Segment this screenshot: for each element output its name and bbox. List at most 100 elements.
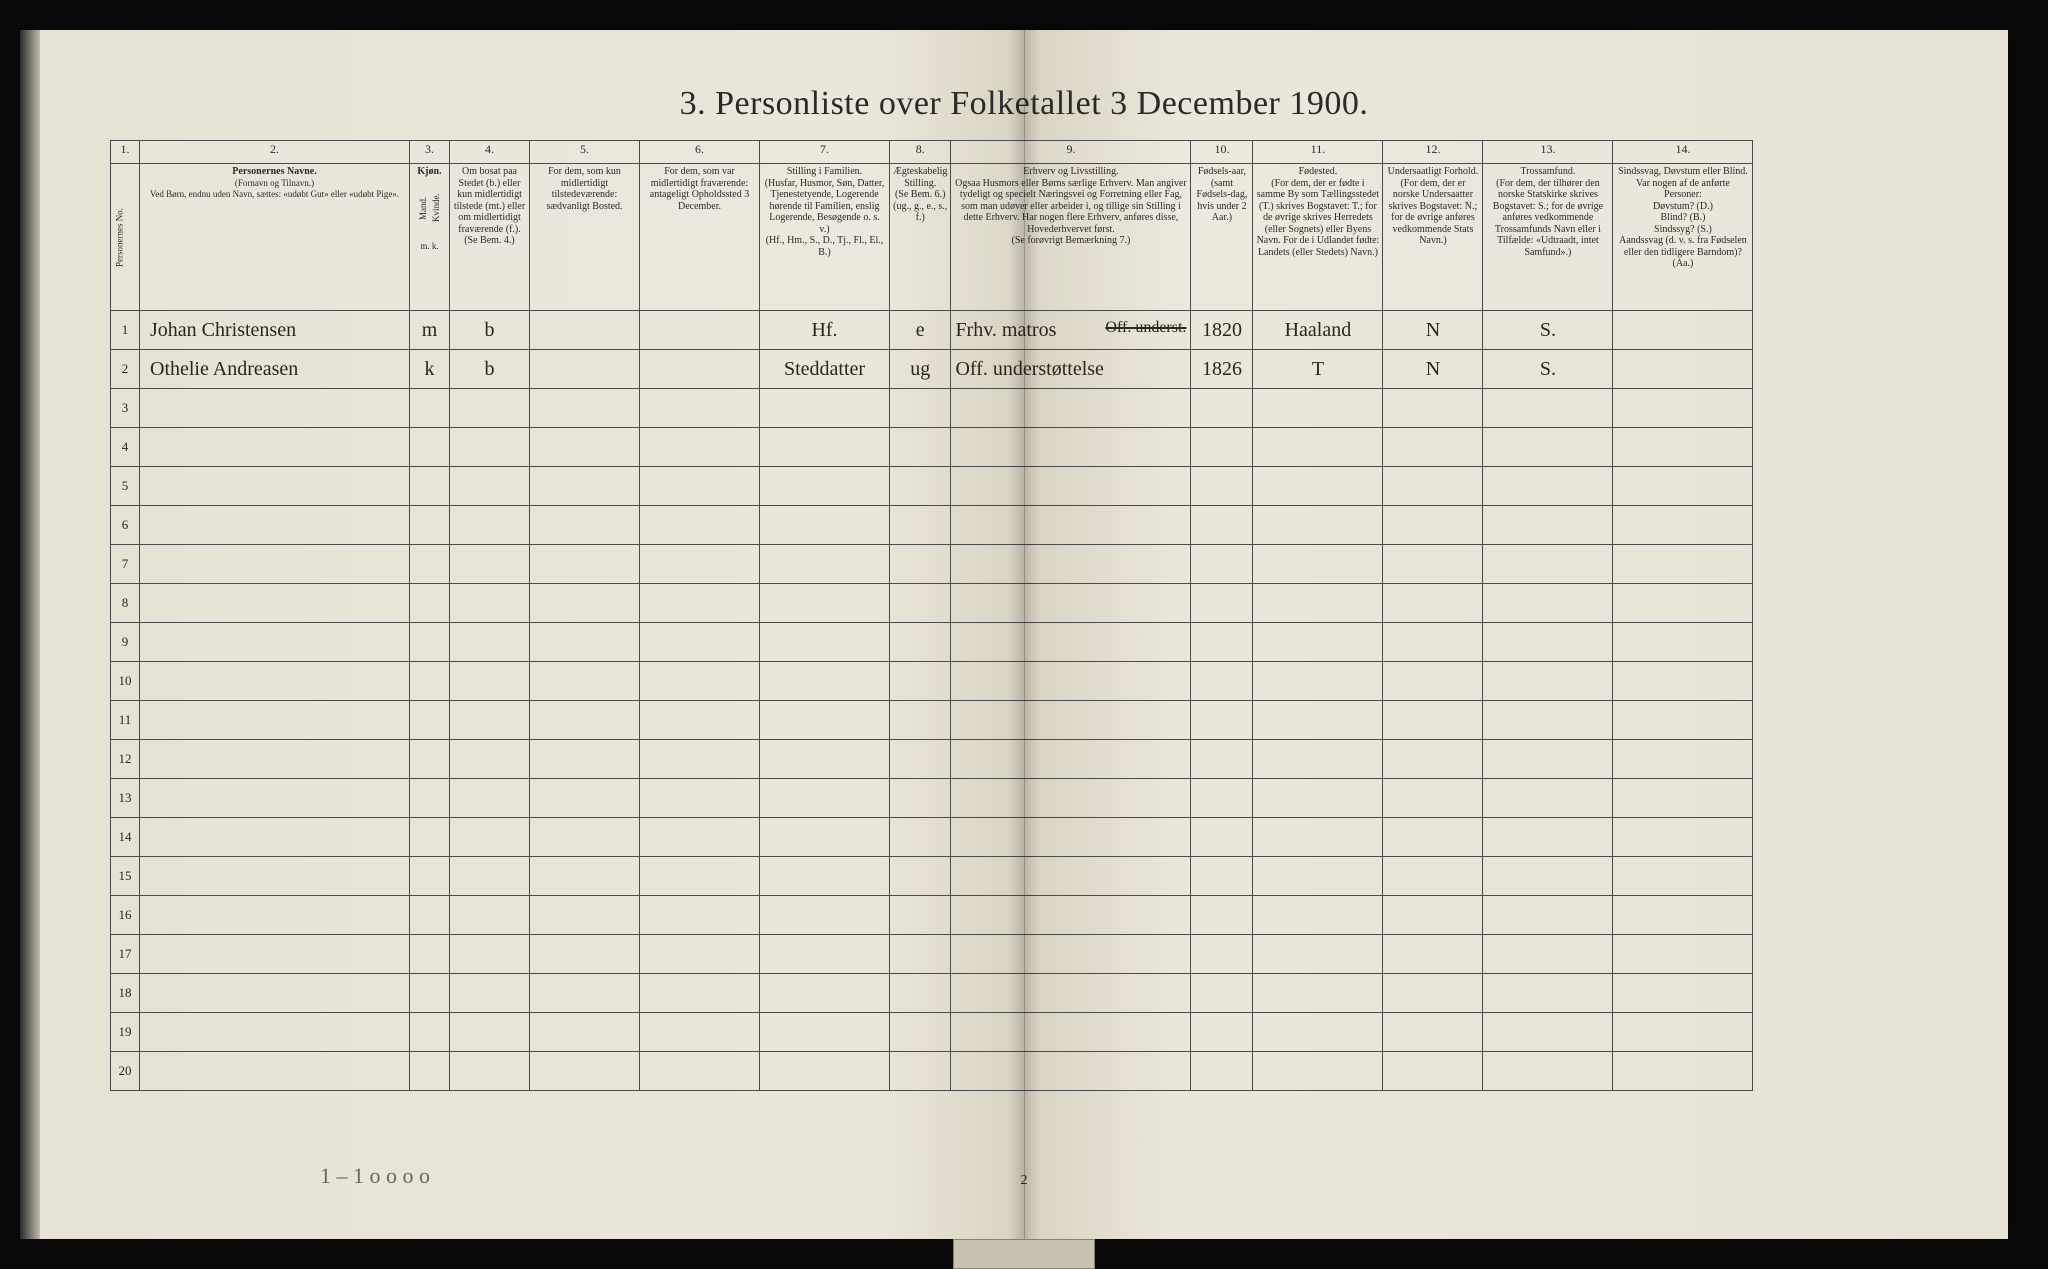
row-num: 1 — [111, 311, 140, 350]
cell-empty — [1383, 740, 1483, 779]
cell-empty — [951, 935, 1191, 974]
cell-empty — [640, 701, 760, 740]
cell-empty — [1191, 779, 1253, 818]
cell-empty — [1191, 974, 1253, 1013]
cell-empty — [410, 701, 450, 740]
cell-empty — [1613, 428, 1753, 467]
cell-empty — [1191, 1052, 1253, 1091]
cell-empty — [951, 623, 1191, 662]
cell-empty — [530, 974, 640, 1013]
cell-empty — [140, 740, 410, 779]
hdr-names-main: Personernes Navne. — [232, 166, 316, 177]
col-num-4: 4. — [450, 141, 530, 164]
cell-empty — [951, 740, 1191, 779]
cell-temp — [530, 350, 640, 389]
cell-empty — [410, 779, 450, 818]
cell-empty — [1253, 1052, 1383, 1091]
cell-empty — [640, 662, 760, 701]
cell-empty — [410, 623, 450, 662]
col-num-8: 8. — [890, 141, 951, 164]
cell-empty — [640, 818, 760, 857]
table-body: 1 Johan Christensen m b Hf. e Off. under… — [111, 311, 1753, 1091]
col-num-6: 6. — [640, 141, 760, 164]
cell-nationality: N — [1383, 311, 1483, 350]
cell-absent — [640, 311, 760, 350]
hdr-sex-m: Mand. — [418, 178, 428, 238]
row-num: 17 — [111, 935, 140, 974]
cell-empty — [1483, 974, 1613, 1013]
cell-empty — [450, 506, 530, 545]
cell-marital: e — [890, 311, 951, 350]
cell-empty — [410, 935, 450, 974]
cell-place: Haaland — [1253, 311, 1383, 350]
cell-empty — [410, 1013, 450, 1052]
row-num: 8 — [111, 584, 140, 623]
row-num: 14 — [111, 818, 140, 857]
cell-empty — [1383, 623, 1483, 662]
cell-empty — [760, 896, 890, 935]
cell-empty — [450, 545, 530, 584]
table-row: 20 — [111, 1052, 1753, 1091]
cell-empty — [530, 623, 640, 662]
cell-family: Hf. — [760, 311, 890, 350]
cell-empty — [140, 818, 410, 857]
row-num: 7 — [111, 545, 140, 584]
cell-empty — [1613, 701, 1753, 740]
cell-residence: b — [450, 311, 530, 350]
cell-place: T — [1253, 350, 1383, 389]
cell-empty — [1253, 428, 1383, 467]
col-num-11: 11. — [1253, 141, 1383, 164]
cell-empty — [640, 506, 760, 545]
cell-empty — [450, 467, 530, 506]
cell-empty — [410, 857, 450, 896]
table-row: 18 — [111, 974, 1753, 1013]
cell-empty — [640, 623, 760, 662]
cell-empty — [1191, 389, 1253, 428]
cell-empty — [760, 662, 890, 701]
hdr-marital: Ægteskabelig Stilling. (Se Bem. 6.) (ug.… — [890, 164, 951, 311]
col-num-13: 13. — [1483, 141, 1613, 164]
page-title: 3. Personliste over Folketallet 3 Decemb… — [40, 85, 2008, 123]
cell-empty — [760, 584, 890, 623]
cell-empty — [1613, 818, 1753, 857]
cell-empty — [1383, 857, 1483, 896]
cell-empty — [1191, 623, 1253, 662]
census-table: 1. 2. 3. 4. 5. 6. 7. 8. 9. 10. 11. 12. 1… — [110, 140, 1753, 1091]
cell-empty — [890, 428, 951, 467]
row-num: 2 — [111, 350, 140, 389]
row-num: 12 — [111, 740, 140, 779]
col-num-9: 9. — [951, 141, 1191, 164]
table-row: 19 — [111, 1013, 1753, 1052]
cell-empty — [890, 740, 951, 779]
cell-empty — [1483, 584, 1613, 623]
cell-empty — [890, 389, 951, 428]
cell-empty — [1253, 506, 1383, 545]
table-row: 15 — [111, 857, 1753, 896]
row-num: 3 — [111, 389, 140, 428]
cell-empty — [1191, 857, 1253, 896]
cell-empty — [450, 584, 530, 623]
col-num-1: 1. — [111, 141, 140, 164]
cell-empty — [760, 974, 890, 1013]
cell-empty — [640, 779, 760, 818]
cell-empty — [140, 389, 410, 428]
cell-marital: ug — [890, 350, 951, 389]
cell-empty — [890, 467, 951, 506]
col-num-5: 5. — [530, 141, 640, 164]
cell-empty — [140, 935, 410, 974]
cell-name: Johan Christensen — [140, 311, 410, 350]
cell-empty — [1253, 701, 1383, 740]
cell-empty — [1383, 467, 1483, 506]
cell-empty — [1483, 467, 1613, 506]
hdr-sex: Kjøn. Mand. Kvinde. m. k. — [410, 164, 450, 311]
cell-empty — [640, 935, 760, 974]
cell-empty — [951, 506, 1191, 545]
col-num-3: 3. — [410, 141, 450, 164]
cell-empty — [1253, 389, 1383, 428]
table-row: 16 — [111, 896, 1753, 935]
cell-empty — [530, 662, 640, 701]
cell-empty — [760, 818, 890, 857]
cell-empty — [410, 428, 450, 467]
cell-empty — [450, 818, 530, 857]
cell-empty — [760, 389, 890, 428]
